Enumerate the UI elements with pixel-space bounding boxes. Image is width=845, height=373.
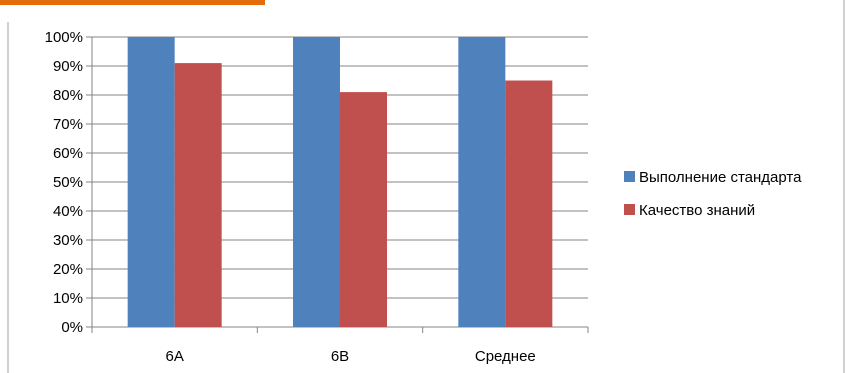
top-accent-stripe (0, 0, 265, 5)
bars (127, 37, 553, 327)
x-category-label: 6А (165, 348, 183, 365)
y-tick-labels: 0% 10% 20% 30% 40% 50% 60% 70% 80% 90% 100% (45, 29, 83, 336)
bar-standard (293, 37, 340, 327)
x-category-labels: 6А 6В Среднее (165, 348, 535, 365)
y-tick-label: 30% (53, 232, 83, 249)
bar-quality (340, 92, 387, 327)
y-tick-label: 10% (53, 290, 83, 307)
bar-standard (127, 37, 175, 327)
y-tick-label: 40% (53, 203, 83, 220)
legend-label: Выполнение стандарта (639, 169, 802, 186)
y-tick-label: 50% (53, 174, 83, 191)
legend-label: Качество знаний (639, 202, 755, 219)
bar-quality (174, 63, 222, 327)
y-tick-label: 0% (61, 319, 83, 336)
y-tick-label: 20% (53, 261, 83, 278)
y-tick-label: 70% (53, 116, 83, 133)
y-tick-label: 80% (53, 87, 83, 104)
bar-quality (505, 80, 553, 327)
legend-swatch (624, 171, 635, 182)
y-tick-label: 60% (53, 145, 83, 162)
y-tick-label: 100% (45, 29, 83, 46)
legend: Выполнение стандарта Качество знаний (624, 169, 802, 219)
bar-standard (458, 37, 506, 327)
legend-swatch (624, 204, 635, 215)
x-category-label: 6В (331, 348, 349, 365)
x-category-label: Среднее (475, 348, 536, 365)
y-tick-label: 90% (53, 58, 83, 75)
